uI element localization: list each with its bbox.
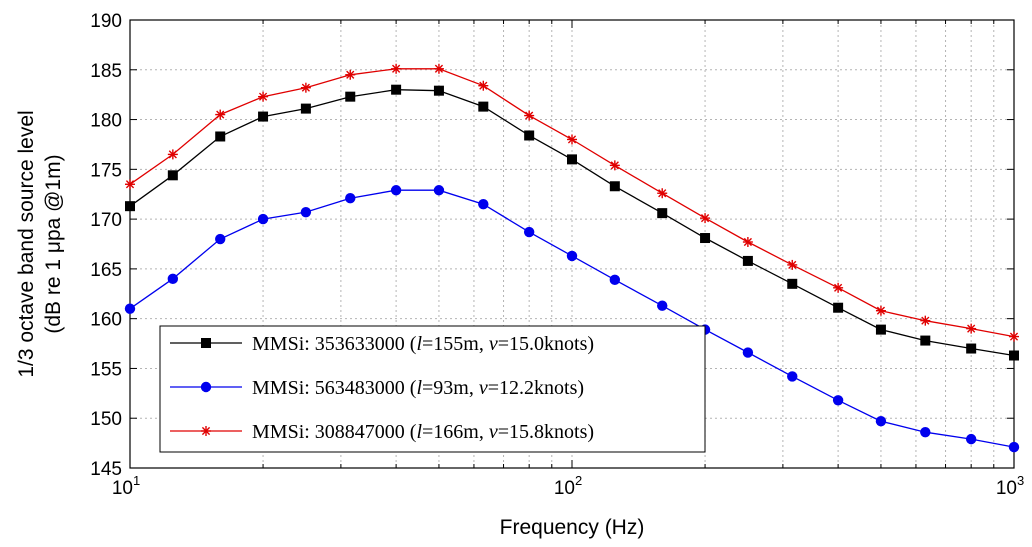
x-axis-label: Frequency (Hz) — [500, 516, 645, 539]
data-point-asterisk — [1009, 331, 1019, 342]
data-point-circle — [200, 381, 212, 393]
data-point-circle — [478, 198, 489, 210]
data-point-circle — [566, 250, 578, 262]
legend: MMSi: 353633000 (l=155m, v=15.0knots) MMS… — [159, 325, 706, 453]
legend-label: MMSi: 308847000 (l=166m, v=15.8knots) — [252, 421, 594, 443]
data-point-square — [167, 170, 178, 181]
y-tick-label: 190 — [90, 11, 122, 32]
data-point-circle — [920, 426, 931, 438]
data-point-asterisk — [567, 134, 577, 145]
data-point-asterisk — [258, 91, 269, 102]
y-tick-label: 185 — [90, 61, 122, 82]
data-point-square — [391, 84, 402, 95]
data-point-square — [609, 181, 620, 192]
data-point-square — [966, 343, 977, 354]
data-point-circle — [390, 185, 402, 196]
data-point-asterisk — [125, 179, 135, 190]
data-point-square — [345, 91, 356, 102]
data-point-circle — [345, 193, 356, 204]
data-point-square — [920, 335, 931, 346]
data-point-square — [125, 201, 135, 212]
data-point-circle — [124, 303, 136, 314]
data-point-square — [657, 208, 668, 219]
data-point-asterisk — [833, 282, 844, 293]
data-point-asterisk — [875, 305, 886, 316]
data-point-asterisk — [391, 63, 402, 74]
y-tick-label: 170 — [90, 210, 122, 231]
data-point-circle — [609, 274, 621, 286]
data-point-circle — [257, 213, 269, 225]
data-point-asterisk — [700, 213, 711, 224]
legend-entry-1: MMSi: 353633000 (l=155m, v=15.0knots) — [170, 333, 594, 355]
data-point-circle — [433, 185, 445, 196]
x-tick-label: 102 — [554, 473, 582, 499]
data-point-square — [524, 130, 535, 141]
data-point-asterisk — [201, 426, 211, 436]
x-tick-label: 101 — [112, 473, 140, 499]
data-point-asterisk — [300, 82, 311, 93]
data-point-square — [300, 103, 311, 114]
data-point-asterisk — [920, 315, 931, 326]
data-point-circle — [787, 371, 798, 382]
data-point-asterisk — [478, 80, 489, 91]
data-point-asterisk — [657, 188, 668, 199]
data-point-circle — [215, 233, 226, 245]
legend-entry-3: MMSi: 308847000 (l=166m, v=15.8knots) — [170, 421, 594, 443]
data-point-square — [875, 324, 886, 335]
y-tick-label: 165 — [90, 260, 122, 281]
legend-label: MMSi: 353633000 (l=155m, v=15.0knots) — [252, 333, 594, 355]
y-axis-label: 1/3 octave band source level — [15, 110, 38, 377]
data-point-square — [258, 111, 269, 122]
y-tick-label: 145 — [90, 459, 122, 480]
legend-box — [159, 325, 706, 453]
axis-ticks: 145 150 155 160 165 170 175 180 185 190 101 102 103 — [90, 11, 1024, 499]
legend-entry-2: MMSi: 563483000 (l=93m, v=12.2knots) — [170, 377, 584, 399]
y-tick-label: 175 — [90, 160, 122, 181]
data-point-asterisk — [524, 110, 535, 121]
data-point-square — [787, 278, 798, 289]
data-point-circle — [875, 416, 887, 427]
data-point-circle — [523, 226, 535, 238]
data-point-asterisk — [345, 69, 356, 80]
data-point-asterisk — [215, 109, 226, 120]
data-point-square — [567, 154, 577, 165]
y-tick-label: 180 — [90, 111, 122, 132]
x-tick-label: 103 — [996, 473, 1024, 499]
data-point-square — [700, 233, 711, 244]
y-tick-label: 160 — [90, 310, 122, 331]
data-point-square — [433, 85, 444, 96]
data-point-asterisk — [609, 160, 620, 171]
y-tick-label: 155 — [90, 359, 122, 380]
data-point-asterisk — [167, 149, 178, 160]
series-3 — [125, 63, 1019, 342]
data-point-circle — [300, 206, 312, 218]
data-point-square — [478, 101, 489, 112]
data-point-square — [215, 131, 226, 142]
data-point-asterisk — [787, 259, 798, 270]
data-point-circle — [167, 273, 179, 285]
data-point-square — [201, 338, 211, 348]
data-point-asterisk — [966, 323, 977, 334]
legend-label: MMSi: 563483000 (l=93m, v=12.2knots) — [252, 377, 584, 399]
data-point-asterisk — [742, 237, 753, 248]
data-point-circle — [1008, 441, 1020, 453]
data-point-square — [742, 255, 753, 266]
y-tick-label: 150 — [90, 409, 122, 430]
data-point-circle — [832, 395, 844, 406]
series-1 — [125, 84, 1019, 361]
data-point-asterisk — [433, 63, 444, 74]
data-point-circle — [657, 300, 668, 311]
data-point-square — [833, 302, 844, 313]
data-point-circle — [742, 347, 754, 358]
data-point-circle — [965, 433, 977, 445]
data-point-square — [1009, 350, 1019, 361]
y-axis-label-units: (dB re 1 μpa @1m) — [42, 154, 65, 333]
